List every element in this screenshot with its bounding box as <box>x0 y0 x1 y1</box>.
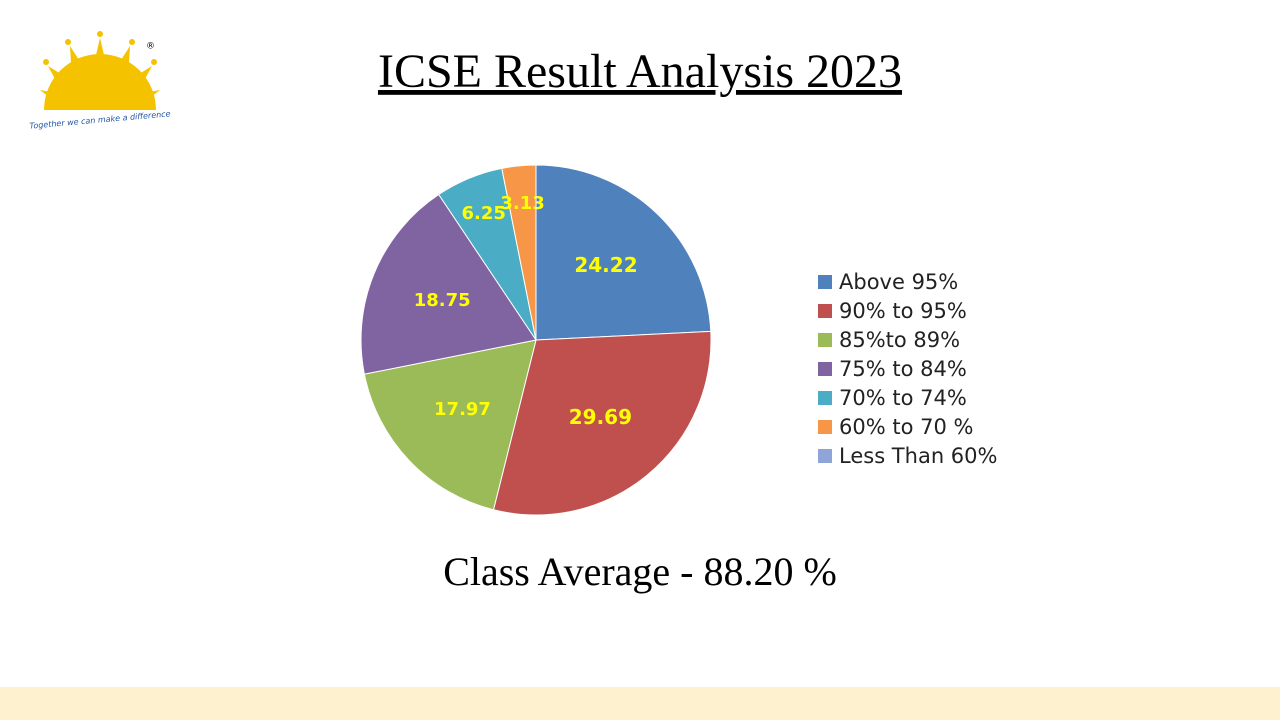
pie-slice <box>492 330 712 516</box>
annotation: Class Average - 88.20 % <box>443 549 837 594</box>
data-label: 17.97 <box>434 399 491 420</box>
logo-mark: ® <box>146 42 155 52</box>
logo-tagline: Together we can make a difference <box>29 109 171 130</box>
data-label: 29.69 <box>569 405 632 429</box>
footer-band <box>0 687 1280 720</box>
legend-label: 70% to 74% <box>839 386 967 410</box>
legend-swatch <box>818 333 832 347</box>
pie-slice <box>535 164 712 341</box>
legend-swatch <box>818 391 832 405</box>
legend-label: 75% to 84% <box>839 357 967 381</box>
legend-swatch <box>818 420 832 434</box>
data-label: 18.75 <box>414 290 471 311</box>
chart-title: ICSE Result Analysis 2023 <box>378 45 902 98</box>
legend-label: 85%to 89% <box>839 328 960 352</box>
data-label: 3.13 <box>500 193 544 214</box>
legend-swatch <box>818 362 832 376</box>
pie-slice <box>363 339 537 511</box>
legend-label: 90% to 95% <box>839 299 967 323</box>
legend-label: Less Than 60% <box>839 444 997 468</box>
pie-slice <box>360 193 537 375</box>
legend-label: 60% to 70 % <box>839 415 973 439</box>
legend-swatch <box>818 449 832 463</box>
legend-swatch <box>818 304 832 318</box>
legend-swatch <box>818 275 832 289</box>
legend-label: Above 95% <box>839 270 958 294</box>
data-label: 24.22 <box>574 253 637 277</box>
data-label: 6.25 <box>462 203 506 224</box>
logo: ® Together we can make a difference <box>29 31 171 131</box>
